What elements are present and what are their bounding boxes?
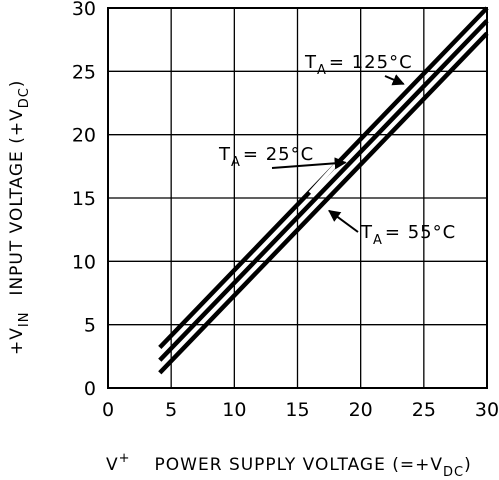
y-tick-label: 30 (72, 0, 96, 20)
y-tick-label: 0 (84, 378, 96, 400)
x-tick-label: 10 (222, 399, 246, 421)
plot-frame (107, 7, 488, 389)
x-tick-label: 30 (475, 399, 499, 421)
annotation-125c: TA = 125°C (304, 52, 413, 78)
y-tick-label: 20 (72, 125, 96, 147)
y-tick-label: 5 (84, 315, 96, 337)
annotation-arrow-55c (328, 209, 359, 233)
x-tick-label: 25 (412, 399, 436, 421)
x-axis-title: V+ POWER SUPPLY VOLTAGE (=+VDC) (106, 451, 472, 480)
series-line-2 (158, 31, 489, 375)
y-tick-label: 15 (72, 188, 96, 210)
x-tick-label: 0 (102, 399, 114, 421)
y-axis-title: +VININPUT VOLTAGE (+VDC) (7, 80, 32, 355)
annotation-arrow-125c (384, 74, 405, 86)
x-tick-label: 15 (285, 399, 309, 421)
annotation-55c: TA = 55°C (360, 222, 456, 248)
y-tick-label: 10 (72, 251, 96, 273)
x-tick-label: 20 (349, 399, 373, 421)
tick-labels: 0 5 10 15 20 25 30 0 5 10 15 20 25 30 (72, 0, 499, 421)
y-tick-label: 25 (72, 61, 96, 83)
annotation-25c: TA = 25°C (218, 144, 314, 170)
annotation-arrow-25c (271, 157, 347, 170)
series-group (158, 6, 489, 375)
x-tick-label: 5 (165, 399, 177, 421)
label-gap (308, 163, 337, 195)
series-line-1 (158, 19, 489, 362)
